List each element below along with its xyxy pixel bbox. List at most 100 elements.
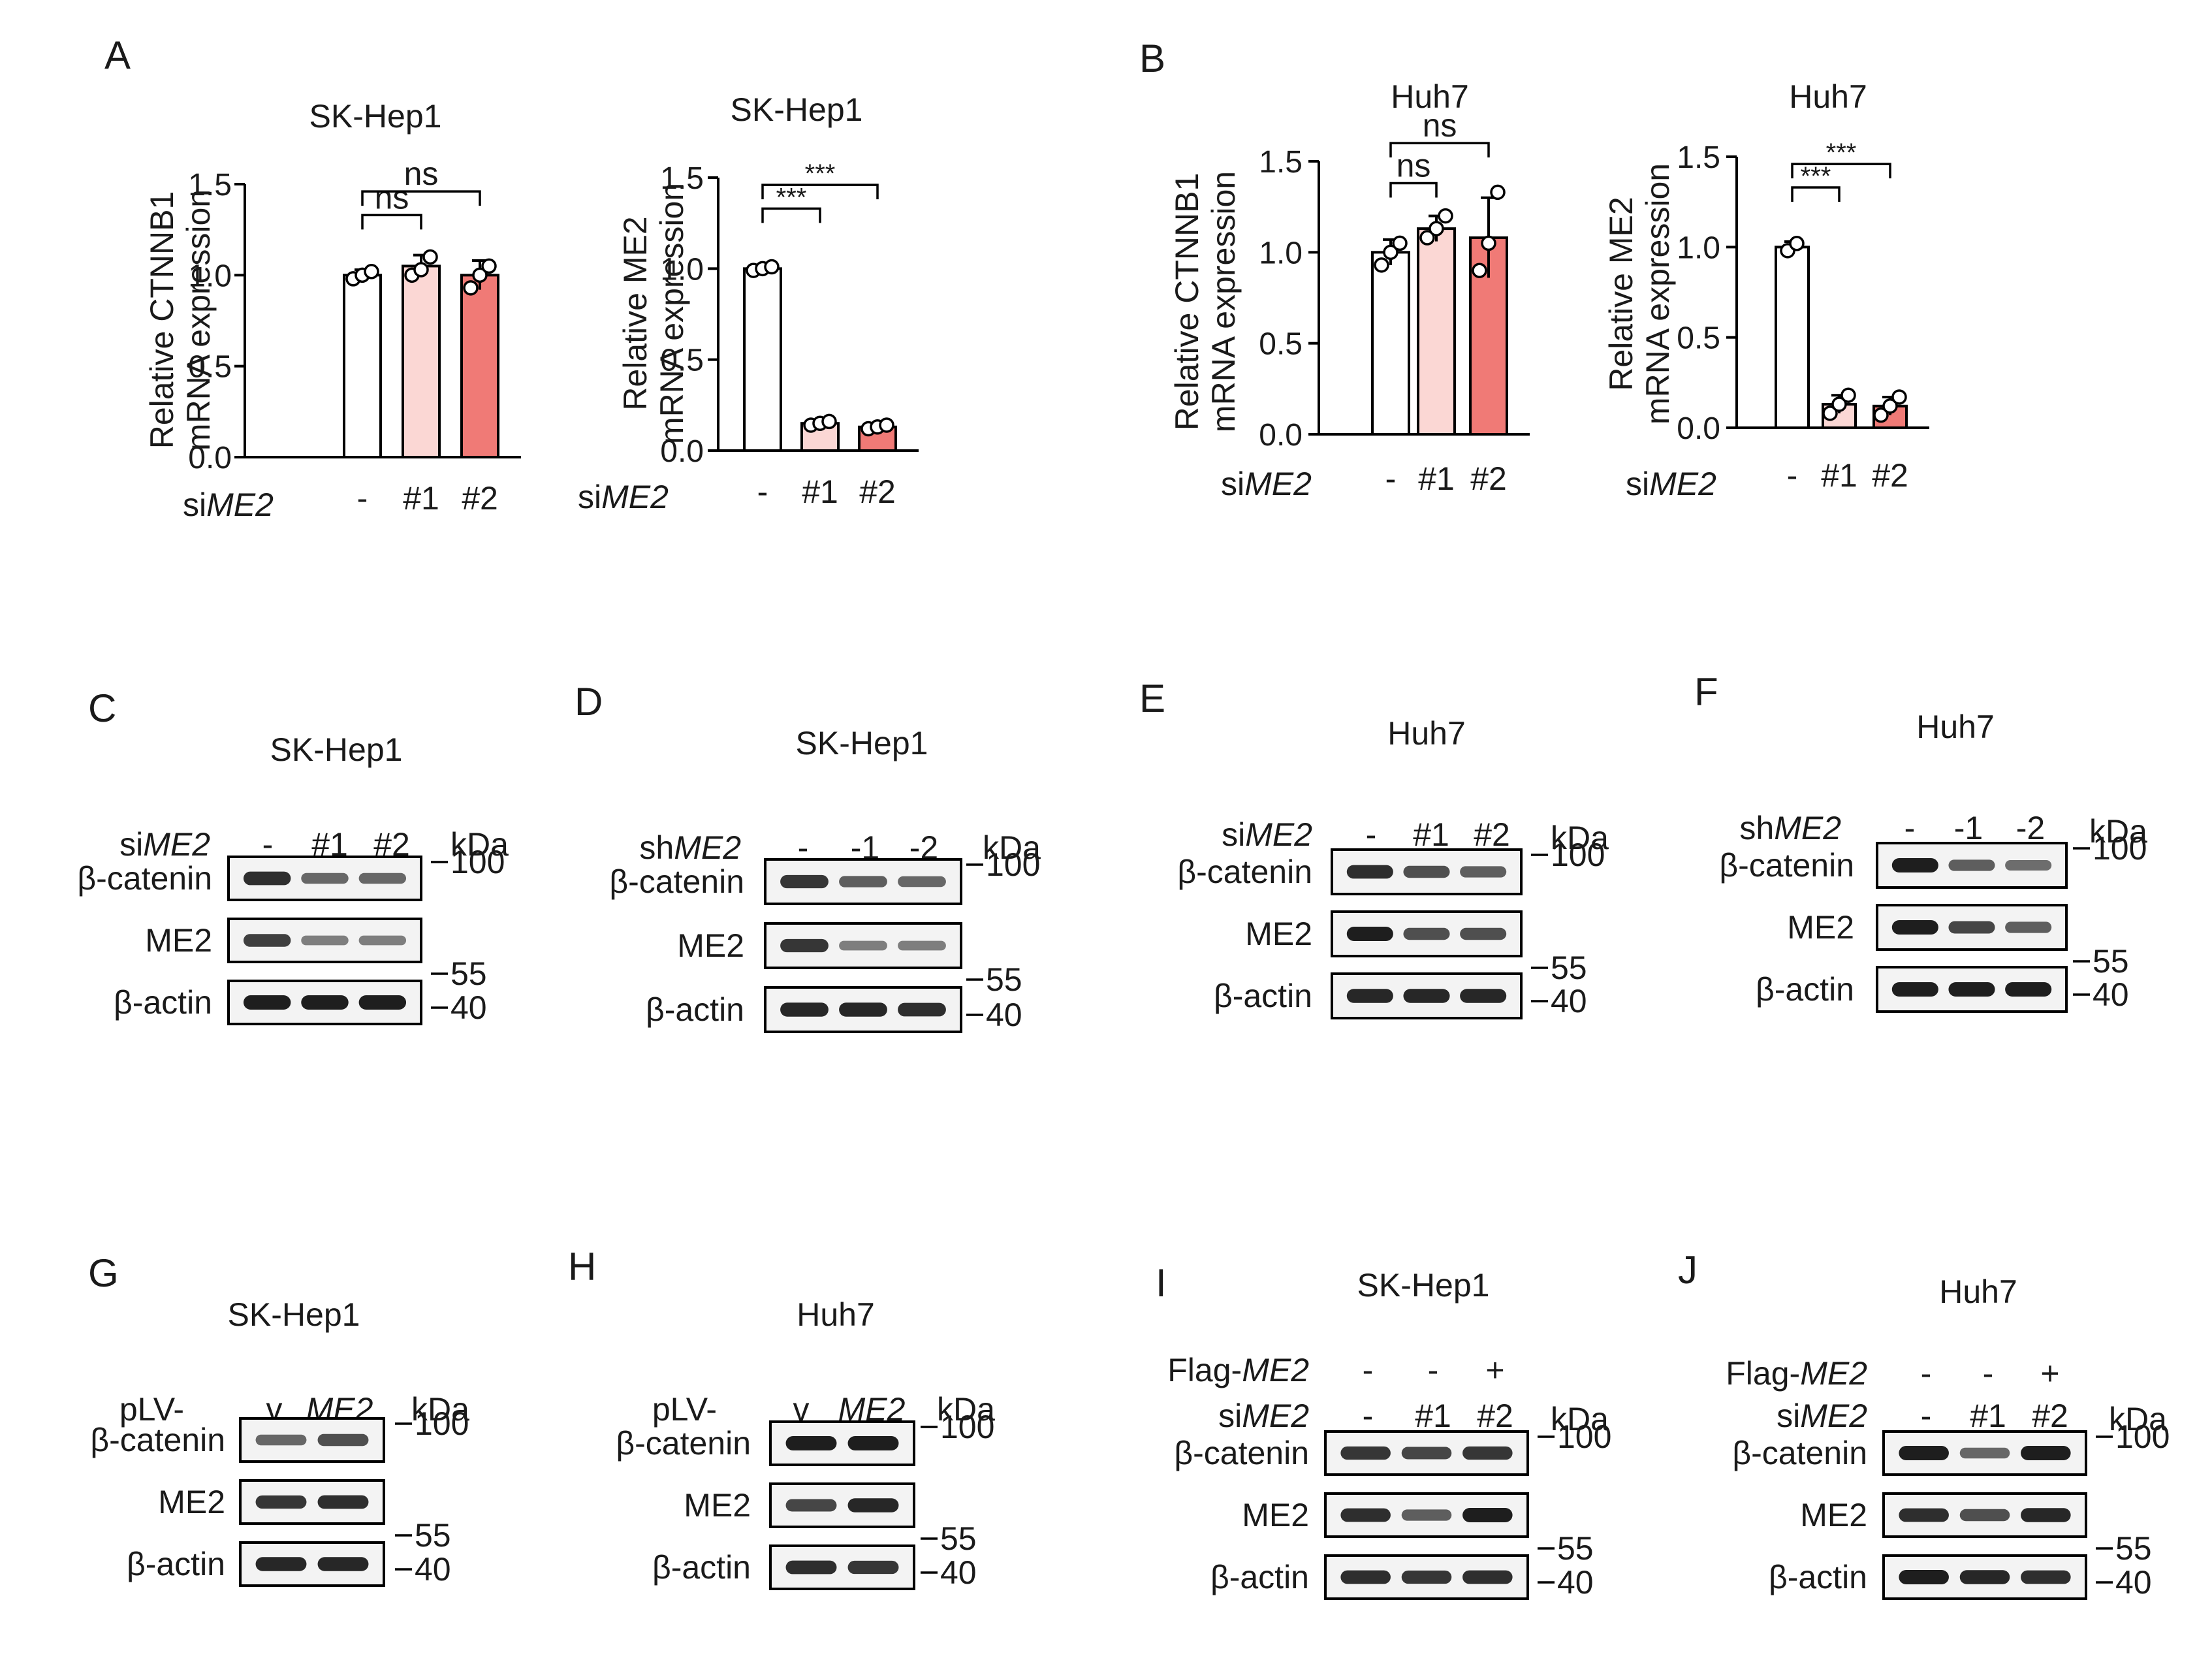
condition-label: Flag-ME2 — [1726, 1355, 1867, 1392]
significance-label: *** — [805, 159, 836, 188]
band — [255, 1557, 307, 1571]
protein-label: β-actin — [652, 1549, 751, 1586]
band — [1460, 866, 1507, 878]
data-point — [1392, 235, 1408, 251]
lane-label: + — [1485, 1352, 1504, 1388]
band — [2021, 1508, 2071, 1522]
data-point — [1490, 184, 1506, 200]
band — [785, 1499, 837, 1512]
band — [2005, 860, 2052, 871]
marker-label: 100 — [986, 846, 1040, 883]
condition-label-part-1: ME2 — [206, 487, 274, 523]
lane-label: #1 — [1415, 1398, 1451, 1434]
marker-label: 55 — [1557, 1530, 1594, 1567]
band — [1948, 921, 1995, 934]
band — [358, 995, 407, 1010]
y-tick-label: 1.5 — [660, 161, 704, 196]
band — [1891, 982, 1938, 997]
condition-label: siME2 — [1221, 466, 1312, 502]
chart-title: SK-Hep1 — [731, 91, 863, 128]
significance-label: *** — [776, 183, 807, 212]
blot-title: SK-Hep1 — [270, 731, 403, 768]
kda-label: kDa — [937, 1391, 995, 1428]
condition-label-part-1: ME2 — [1774, 810, 1841, 846]
condition-label: siME2 — [1218, 1398, 1309, 1434]
band — [1899, 1508, 1949, 1522]
category-label: - — [1787, 457, 1798, 494]
condition-label-part-0: si — [1221, 466, 1244, 502]
band — [780, 874, 829, 889]
marker-label: 55 — [450, 955, 487, 992]
band — [301, 935, 349, 946]
lane-label: - — [262, 826, 274, 863]
protein-label: β-actin — [127, 1546, 225, 1582]
band — [2005, 982, 2052, 997]
marker-label: 55 — [2115, 1530, 2152, 1567]
data-point — [1873, 407, 1889, 423]
condition-label: Flag-ME2 — [1167, 1352, 1309, 1388]
lane-label: - — [1983, 1355, 1994, 1392]
kda-label: kDa — [2089, 813, 2147, 850]
y-axis-label: Relative ME2mRNA expression — [617, 183, 690, 444]
condition-label-part-0: si — [1222, 816, 1245, 853]
condition-label-part-0: Flag- — [1726, 1355, 1800, 1392]
data-point — [1891, 389, 1907, 405]
category-label: - — [757, 473, 768, 510]
panel-label-I: I — [1156, 1261, 1167, 1305]
band — [1401, 1447, 1452, 1460]
band — [1948, 859, 1995, 871]
kda-label: kDa — [1551, 1401, 1609, 1437]
marker-label: 40 — [1557, 1564, 1594, 1601]
marker-label: 55 — [940, 1520, 977, 1557]
lane-label: + — [2040, 1355, 2059, 1392]
marker-label: 55 — [1551, 950, 1587, 986]
lane-label: #1 — [1970, 1398, 2006, 1434]
protein-label: β-actin — [646, 991, 744, 1028]
protein-label: β-actin — [1214, 978, 1312, 1014]
significance-label: *** — [1801, 162, 1831, 191]
data-point — [481, 258, 497, 274]
chart-title: SK-Hep1 — [309, 98, 442, 135]
protein-label: ME2 — [158, 1484, 225, 1520]
condition-label-part-1: ME2 — [1649, 466, 1716, 502]
bar-chart-2: Huh7 0.0 0.5 1.0 1.5 Relative CTNNB1mRNA expr… — [1169, 78, 1530, 502]
band — [1460, 989, 1507, 1003]
lane-label: -2 — [2016, 810, 2045, 846]
band — [898, 876, 946, 888]
lane-label: - — [1363, 1352, 1374, 1388]
blot-title: Huh7 — [1939, 1273, 2017, 1310]
blot-title: SK-Hep1 — [796, 725, 928, 761]
kda-label: kDa — [1551, 820, 1609, 856]
y-tick-label: 0.0 — [1259, 418, 1303, 453]
condition-label-part-0: si — [1626, 466, 1649, 502]
data-point — [1429, 221, 1444, 236]
band — [358, 872, 407, 884]
band — [839, 876, 887, 888]
condition-label: siME2 — [578, 479, 669, 515]
y-tick-label: 0.5 — [1677, 321, 1720, 356]
band — [1346, 865, 1393, 879]
category-label: - — [1385, 460, 1397, 497]
condition-label: shME2 — [639, 829, 741, 866]
y-tick-label: 1.0 — [1677, 231, 1720, 265]
category-label: #1 — [1418, 460, 1455, 497]
band — [839, 1002, 887, 1017]
lane-label: - — [1428, 1352, 1439, 1388]
band — [1959, 1570, 2010, 1584]
kda-label: kDa — [2109, 1401, 2167, 1437]
bar-0 — [343, 274, 382, 458]
band — [898, 940, 946, 951]
marker-label: 40 — [986, 997, 1022, 1033]
band — [317, 1433, 369, 1447]
band — [1462, 1508, 1513, 1522]
data-point — [1789, 236, 1805, 251]
lane-label: - — [1366, 816, 1377, 853]
band — [785, 1560, 837, 1575]
y-axis-label-line: mRNA expression — [654, 183, 690, 444]
